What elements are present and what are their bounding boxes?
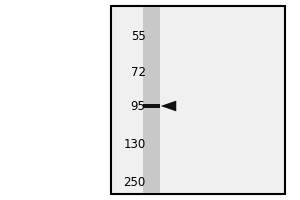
Bar: [143, 104, 160, 108]
Polygon shape: [161, 101, 176, 111]
Text: 55: 55: [131, 29, 146, 43]
Text: 250: 250: [123, 176, 146, 188]
Text: 95: 95: [130, 99, 146, 112]
Text: 130: 130: [123, 138, 146, 150]
Bar: [143, 7, 160, 193]
Bar: [111, 6, 285, 194]
Text: 72: 72: [130, 66, 146, 78]
